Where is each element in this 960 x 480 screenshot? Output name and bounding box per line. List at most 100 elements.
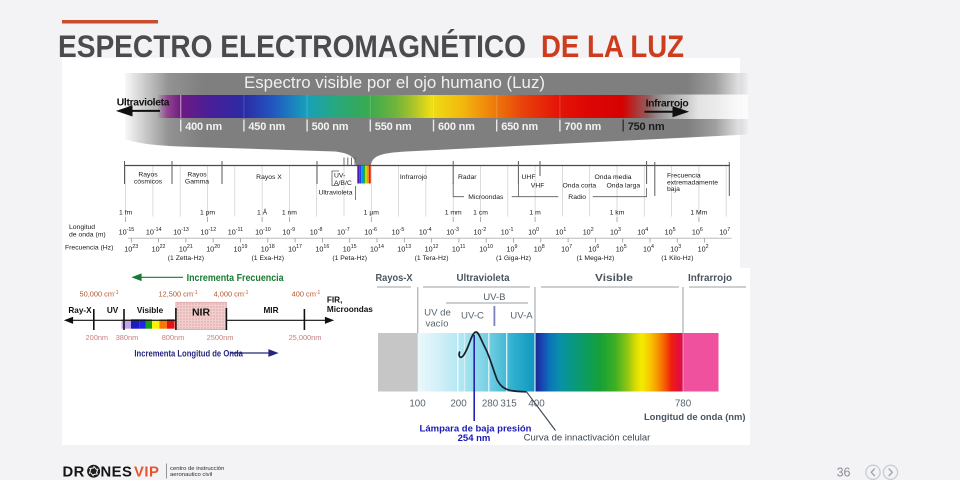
svg-text:1020: 1020 <box>206 244 220 253</box>
svg-text:Ray-X: Ray-X <box>68 306 92 315</box>
svg-text:(1 Mega-Hz): (1 Mega-Hz) <box>577 255 615 262</box>
svg-text:10-10: 10-10 <box>255 227 271 236</box>
svg-text:Rayos X: Rayos X <box>256 174 282 181</box>
svg-text:Rayos: Rayos <box>138 172 158 179</box>
svg-text:Longitud de onda (nm): Longitud de onda (nm) <box>644 411 746 422</box>
svg-text:UV de: UV de <box>424 308 451 319</box>
svg-text:Espectro visible por el ojo hu: Espectro visible por el ojo humano (Luz) <box>244 74 545 92</box>
svg-text:10-14: 10-14 <box>146 227 162 236</box>
svg-text:Visible: Visible <box>137 306 164 315</box>
svg-text:200: 200 <box>450 399 467 410</box>
svg-text:A/B/C: A/B/C <box>334 180 352 187</box>
svg-text:10-2: 10-2 <box>474 227 487 236</box>
svg-text:Ultravioleta: Ultravioleta <box>457 273 510 284</box>
svg-text:1 µm: 1 µm <box>364 210 380 217</box>
svg-text:104: 104 <box>643 244 654 253</box>
svg-text:100: 100 <box>528 227 539 236</box>
svg-text:Radio: Radio <box>568 194 586 201</box>
svg-text:10-12: 10-12 <box>201 227 217 236</box>
svg-text:Frecuencia: Frecuencia <box>667 173 701 180</box>
svg-text:Microondas: Microondas <box>468 194 504 201</box>
svg-text:254 nm: 254 nm <box>458 433 491 444</box>
svg-text:1 m: 1 m <box>529 210 541 217</box>
svg-text:Ultravioleta: Ultravioleta <box>117 98 170 109</box>
svg-text:VIP: VIP <box>134 465 159 480</box>
svg-text:104: 104 <box>637 227 648 236</box>
svg-text:Radar: Radar <box>458 174 477 181</box>
svg-text:aeronautico civil: aeronautico civil <box>170 472 212 478</box>
svg-text:FIR,: FIR, <box>327 296 342 305</box>
svg-text:(1 Exa-Hz): (1 Exa-Hz) <box>252 255 284 262</box>
svg-text:UV-C: UV-C <box>461 311 484 322</box>
svg-text:4,000 cm-1: 4,000 cm-1 <box>214 290 249 299</box>
svg-text:200nm: 200nm <box>85 333 108 342</box>
svg-text:extremadamente: extremadamente <box>667 179 718 186</box>
svg-text:10-7: 10-7 <box>337 227 350 236</box>
svg-text:107: 107 <box>561 244 572 253</box>
svg-text:Lámpara de baja presión: Lámpara de baja presión <box>420 424 532 435</box>
svg-text:1 nm: 1 nm <box>282 210 297 217</box>
svg-text:1016: 1016 <box>315 244 329 253</box>
svg-text:315: 315 <box>500 399 517 410</box>
svg-text:Frecuencia (Hz): Frecuencia (Hz) <box>65 245 113 252</box>
svg-text:1018: 1018 <box>261 244 275 253</box>
svg-text:400 nm: 400 nm <box>185 121 222 133</box>
svg-text:Ultravioleta: Ultravioleta <box>319 190 353 197</box>
svg-text:(1 Giga-Hz): (1 Giga-Hz) <box>496 255 531 262</box>
svg-text:106: 106 <box>692 227 703 236</box>
svg-text:1 mm: 1 mm <box>445 210 462 217</box>
svg-text:36: 36 <box>837 466 851 480</box>
svg-text:105: 105 <box>665 227 676 236</box>
svg-text:1019: 1019 <box>234 244 248 253</box>
svg-text:400 cm-1: 400 cm-1 <box>292 290 321 299</box>
svg-text:1 Å: 1 Å <box>257 208 268 217</box>
svg-text:10-5: 10-5 <box>392 227 405 236</box>
svg-text:105: 105 <box>616 244 627 253</box>
svg-text:2500nm: 2500nm <box>207 333 234 342</box>
svg-text:1 fm: 1 fm <box>119 210 133 217</box>
svg-text:700 nm: 700 nm <box>564 121 601 133</box>
svg-text:280: 280 <box>482 399 499 410</box>
svg-text:103: 103 <box>610 227 621 236</box>
svg-text:(1 Kilo-Hz): (1 Kilo-Hz) <box>661 255 693 262</box>
svg-text:UHF: UHF <box>522 174 536 181</box>
svg-text:10-3: 10-3 <box>446 227 459 236</box>
svg-text:MIR: MIR <box>263 306 278 315</box>
svg-text:cósmicos: cósmicos <box>134 179 163 186</box>
svg-text:1 pm: 1 pm <box>200 210 215 217</box>
svg-text:Incrementa Longitud de Onda: Incrementa Longitud de Onda <box>134 349 243 360</box>
svg-text:10-6: 10-6 <box>364 227 377 236</box>
svg-text:NES: NES <box>101 465 133 480</box>
svg-text:380nm: 380nm <box>116 333 139 342</box>
svg-text:780: 780 <box>675 399 692 410</box>
svg-text:1 cm: 1 cm <box>473 210 488 217</box>
svg-text:Rayos: Rayos <box>187 172 207 179</box>
svg-text:(1 Tera-Hz): (1 Tera-Hz) <box>415 255 449 262</box>
svg-text:centro de instrucción: centro de instrucción <box>170 466 224 472</box>
svg-text:Gamma: Gamma <box>185 179 209 186</box>
svg-text:102: 102 <box>583 227 594 236</box>
svg-text:12,500 cm-1: 12,500 cm-1 <box>159 290 198 299</box>
svg-text:Longitud: Longitud <box>69 224 95 231</box>
svg-text:vacío: vacío <box>426 319 449 330</box>
svg-text:100: 100 <box>409 399 426 410</box>
svg-text:1 km: 1 km <box>610 210 625 217</box>
svg-text:UV-: UV- <box>334 173 345 180</box>
svg-text:10-8: 10-8 <box>310 227 323 236</box>
svg-text:NIR: NIR <box>192 307 211 319</box>
svg-text:VHF: VHF <box>531 182 545 189</box>
svg-text:600 nm: 600 nm <box>438 121 475 133</box>
svg-text:1014: 1014 <box>370 244 384 253</box>
svg-text:10-11: 10-11 <box>228 227 243 236</box>
svg-text:107: 107 <box>719 227 730 236</box>
svg-text:101: 101 <box>555 227 566 236</box>
svg-text:500 nm: 500 nm <box>312 121 349 133</box>
svg-text:1017: 1017 <box>288 244 302 253</box>
svg-text:DE LA LUZ: DE LA LUZ <box>541 28 684 64</box>
svg-text:1015: 1015 <box>343 244 357 253</box>
svg-text:10-9: 10-9 <box>282 227 295 236</box>
svg-text:650 nm: 650 nm <box>501 121 538 133</box>
svg-text:102: 102 <box>698 244 709 253</box>
svg-text:1013: 1013 <box>397 244 411 253</box>
svg-text:de onda (m): de onda (m) <box>69 232 106 239</box>
